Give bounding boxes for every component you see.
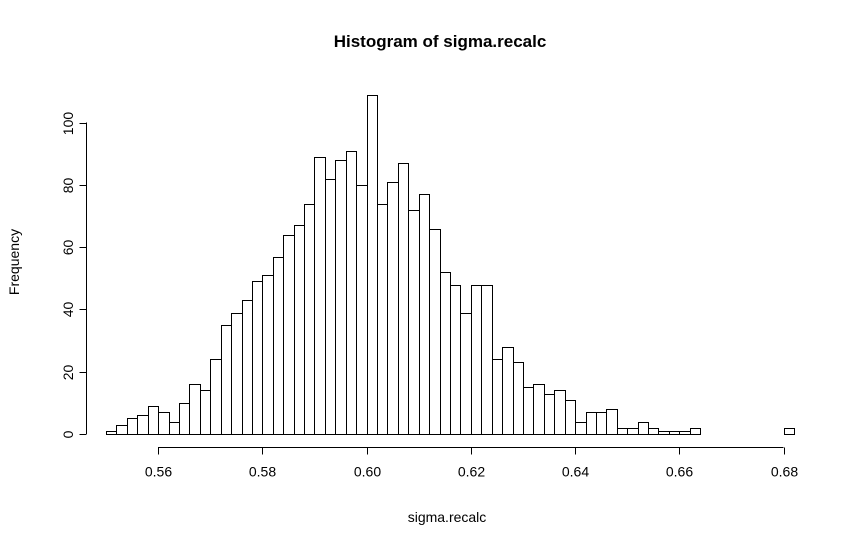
histogram-bar — [304, 204, 315, 435]
histogram-bar — [169, 422, 180, 435]
histogram-bar — [419, 194, 430, 435]
histogram-bar — [262, 275, 274, 435]
histogram-bar — [210, 359, 222, 435]
histogram-bar — [658, 431, 670, 435]
histogram-bar — [471, 285, 482, 435]
histogram-bar — [377, 204, 388, 435]
histogram-bar — [408, 210, 420, 435]
histogram-bar — [200, 390, 211, 435]
y-tick-label: 60 — [60, 240, 76, 256]
histogram-bar — [148, 406, 159, 435]
histogram-bar — [106, 431, 117, 435]
histogram-bar — [242, 300, 253, 435]
histogram-bar — [575, 422, 587, 435]
histogram-bar — [314, 157, 326, 435]
y-tick-label: 20 — [60, 365, 76, 381]
histogram-bar — [231, 313, 243, 435]
x-tick-label: 0.64 — [562, 464, 589, 480]
y-axis-label: Frequency — [6, 229, 22, 295]
histogram-bar — [273, 257, 284, 435]
x-tick-label: 0.62 — [458, 464, 485, 480]
x-tick-label: 0.66 — [666, 464, 693, 480]
histogram-bar — [617, 428, 628, 435]
histogram-bar — [690, 428, 701, 435]
histogram-bar — [440, 272, 451, 435]
histogram-bar — [356, 185, 368, 435]
x-tick-label: 0.56 — [145, 464, 172, 480]
histogram-bar — [481, 285, 493, 435]
histogram-bar — [502, 347, 514, 435]
histogram-bar — [533, 384, 545, 435]
histogram-bar — [346, 151, 357, 435]
y-axis: 0 20 40 60 80 100 — [60, 112, 87, 438]
histogram-bar — [586, 412, 597, 435]
histogram-bar — [158, 412, 170, 435]
histogram-bar — [398, 163, 409, 435]
histogram-bar — [679, 431, 691, 435]
histogram-bar — [513, 362, 524, 435]
chart-title: Histogram of sigma.recalc — [334, 32, 547, 51]
x-tick-label: 0.58 — [249, 464, 276, 480]
histogram-bar — [221, 325, 232, 435]
y-tick-label: 40 — [60, 302, 76, 318]
histogram-bar — [627, 428, 639, 435]
y-tick-label: 80 — [60, 178, 76, 194]
histogram-bar — [648, 428, 659, 435]
histogram-bar — [596, 412, 607, 435]
histogram-bar — [335, 160, 347, 435]
y-tick-label: 100 — [60, 112, 76, 136]
histogram-bar — [669, 431, 680, 435]
histogram-bar — [606, 409, 618, 435]
histogram-bar — [784, 428, 795, 435]
histogram-bar — [137, 415, 149, 435]
histogram-bar — [387, 182, 399, 435]
histogram-bar — [189, 384, 201, 435]
histogram-bar — [294, 225, 305, 435]
x-tick-label: 0.68 — [771, 464, 798, 480]
histogram-bar — [450, 285, 461, 435]
histogram-bar — [523, 387, 534, 435]
histogram-bar — [638, 422, 649, 435]
x-tick-label: 0.60 — [354, 464, 381, 480]
histogram-bar — [325, 179, 336, 435]
histogram-bar — [460, 313, 472, 435]
y-tick-label: 0 — [60, 430, 76, 438]
histogram-bar — [544, 394, 555, 435]
histogram-bar — [367, 95, 378, 435]
histogram-bar — [565, 400, 576, 435]
histogram-bar — [283, 235, 295, 435]
x-axis-label: sigma.recalc — [408, 509, 487, 525]
histogram-bar — [116, 425, 128, 435]
x-axis: 0.56 0.58 0.60 0.62 0.64 0.66 0.68 — [145, 447, 798, 480]
histogram-bar — [554, 390, 566, 435]
histogram-bar — [252, 281, 263, 435]
histogram-bar — [492, 359, 503, 435]
histogram-bar — [429, 229, 441, 435]
histogram-bar — [127, 418, 138, 435]
bars-group — [106, 95, 795, 435]
histogram-bar — [179, 403, 190, 435]
